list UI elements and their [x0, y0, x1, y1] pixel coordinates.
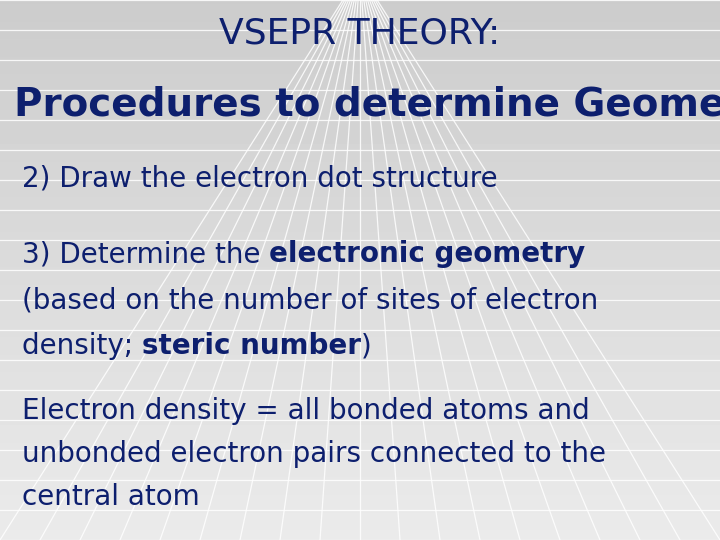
Text: electronic geometry: electronic geometry [269, 240, 585, 268]
Text: steric number: steric number [142, 332, 361, 360]
Text: (based on the number of sites of electron: (based on the number of sites of electro… [22, 286, 598, 314]
Text: ): ) [361, 332, 372, 360]
Text: unbonded electron pairs connected to the: unbonded electron pairs connected to the [22, 440, 606, 468]
Text: 2) Draw the electron dot structure: 2) Draw the electron dot structure [22, 165, 498, 193]
Text: central atom: central atom [22, 483, 199, 511]
Text: 3) Determine the: 3) Determine the [22, 240, 269, 268]
Text: density;: density; [22, 332, 142, 360]
Text: VSEPR THEORY:: VSEPR THEORY: [220, 16, 500, 50]
Text: Electron density = all bonded atoms and: Electron density = all bonded atoms and [22, 397, 590, 425]
Text: Procedures to determine Geometry: Procedures to determine Geometry [14, 86, 720, 124]
